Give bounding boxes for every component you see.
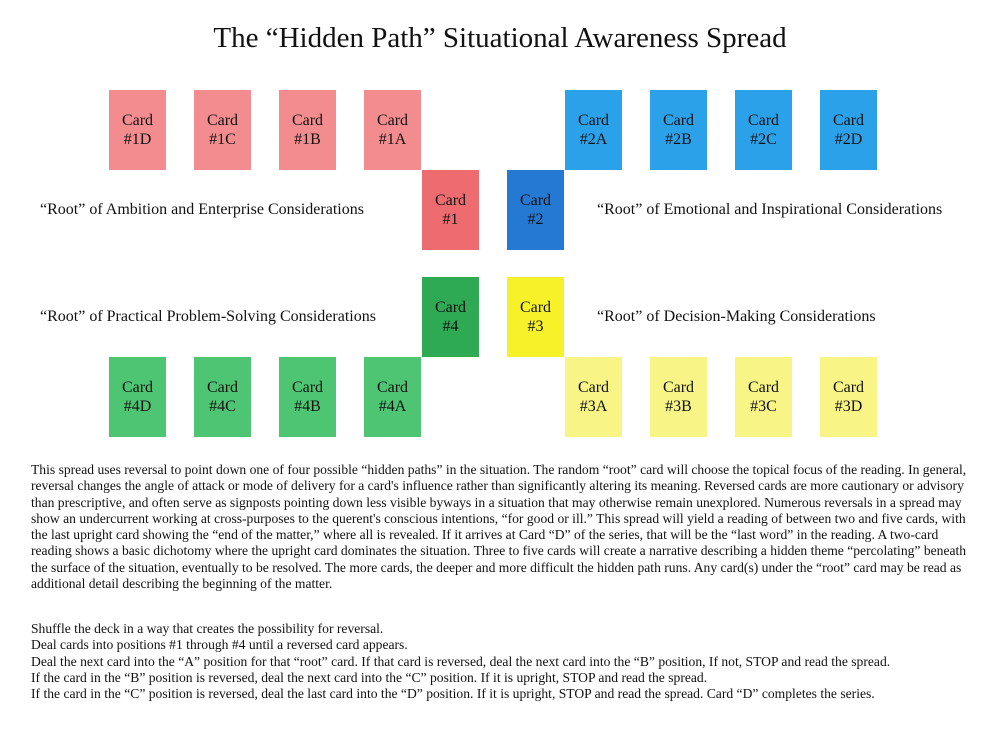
card-position-3a: Card #3A — [565, 357, 622, 437]
card-word: Card — [291, 379, 324, 396]
label-decision: “Root” of Decision-Making Considerations — [597, 308, 876, 325]
card-number: #1 — [442, 211, 459, 228]
card-number: #2D — [834, 131, 863, 148]
card-position-1b: Card #1B — [279, 90, 336, 170]
card-number: #1A — [378, 131, 407, 148]
card-position-3d: Card #3D — [820, 357, 877, 437]
card-number: #4D — [123, 398, 152, 415]
instruction-step: Deal the next card into the “A” position… — [31, 653, 891, 669]
instruction-step: Shuffle the deck in a way that creates t… — [31, 621, 384, 636]
card-position-2c: Card #2C — [735, 90, 792, 170]
card-position-3: Card #3 — [507, 277, 564, 357]
card-number: #3 — [527, 318, 544, 335]
card-word: Card — [662, 379, 695, 396]
card-position-3b: Card #3B — [650, 357, 707, 437]
card-position-1d: Card #1D — [109, 90, 166, 170]
card-number: #3C — [750, 398, 777, 415]
card-word: Card — [832, 379, 865, 396]
card-word: Card — [206, 112, 239, 129]
instruction-step: If the card in the “B” position is rever… — [31, 669, 708, 685]
card-number: #1C — [209, 131, 236, 148]
card-word: Card — [121, 379, 154, 396]
description-text: This spread uses reversal to point down … — [31, 462, 967, 592]
card-position-4b: Card #4B — [279, 357, 336, 437]
card-word: Card — [577, 379, 610, 396]
card-word: Card — [662, 112, 695, 129]
card-number: #4A — [378, 398, 407, 415]
card-number: #2C — [750, 131, 777, 148]
card-number: #1D — [123, 131, 152, 148]
card-position-4d: Card #4D — [109, 357, 166, 437]
instruction-step: Deal cards into positions #1 through #4 … — [31, 637, 408, 653]
card-position-2b: Card #2B — [650, 90, 707, 170]
card-word: Card — [376, 112, 409, 129]
label-emotional: “Root” of Emotional and Inspirational Co… — [597, 201, 943, 218]
card-word: Card — [747, 112, 780, 129]
card-number: #4C — [209, 398, 236, 415]
card-word: Card — [519, 299, 552, 316]
card-number: #2B — [665, 131, 692, 148]
card-word: Card — [206, 379, 239, 396]
card-number: #1B — [294, 131, 321, 148]
card-position-2a: Card #2A — [565, 90, 622, 170]
card-number: #4 — [442, 318, 459, 335]
card-word: Card — [519, 192, 552, 209]
card-position-3c: Card #3C — [735, 357, 792, 437]
card-number: #3A — [579, 398, 608, 415]
card-word: Card — [291, 112, 324, 129]
card-position-2: Card #2 — [507, 170, 564, 250]
card-position-1c: Card #1C — [194, 90, 251, 170]
card-word: Card — [376, 379, 409, 396]
instructions-list: Shuffle the deck in a way that creates t… — [31, 621, 981, 702]
card-word: Card — [747, 379, 780, 396]
card-position-2d: Card #2D — [820, 90, 877, 170]
card-word: Card — [121, 112, 154, 129]
card-number: #3D — [834, 398, 863, 415]
card-number: #3B — [665, 398, 692, 415]
label-ambition: “Root” of Ambition and Enterprise Consid… — [40, 201, 364, 218]
card-number: #2A — [579, 131, 608, 148]
description-paragraph: This spread uses reversal to point down … — [31, 462, 981, 592]
card-position-1a: Card #1A — [364, 90, 421, 170]
instruction-step: If the card in the “C” position is rever… — [31, 686, 875, 702]
card-position-4: Card #4 — [422, 277, 479, 357]
card-word: Card — [434, 192, 467, 209]
card-position-4c: Card #4C — [194, 357, 251, 437]
label-practical: “Root” of Practical Problem-Solving Cons… — [40, 308, 376, 325]
card-word: Card — [434, 299, 467, 316]
card-position-4a: Card #4A — [364, 357, 421, 437]
card-word: Card — [577, 112, 610, 129]
card-number: #2 — [527, 211, 544, 228]
card-number: #4B — [294, 398, 321, 415]
page-title: The “Hidden Path” Situational Awareness … — [213, 22, 787, 54]
card-word: Card — [832, 112, 865, 129]
card-position-1: Card #1 — [422, 170, 479, 250]
